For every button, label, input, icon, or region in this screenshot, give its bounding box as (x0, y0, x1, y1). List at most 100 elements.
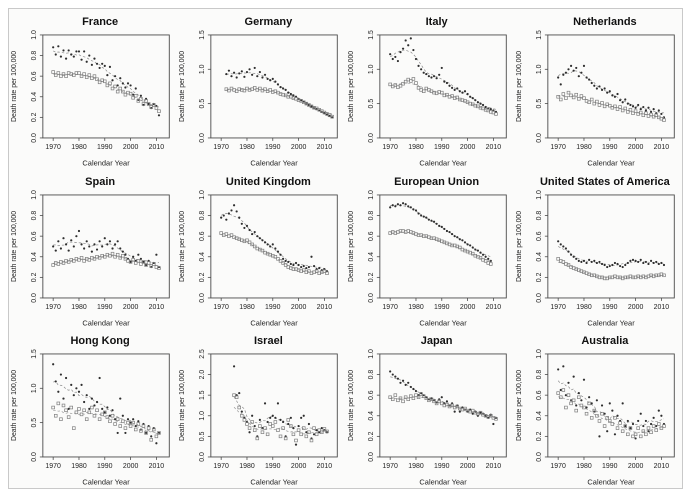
data-point-filled (111, 79, 114, 82)
data-point-filled (315, 429, 318, 432)
data-point-open-square (393, 393, 397, 398)
data-point-filled (468, 95, 471, 98)
data-point-filled (634, 437, 637, 440)
data-point-open-square (219, 230, 224, 235)
data-point-open-square (115, 417, 120, 422)
data-point-filled (556, 76, 560, 79)
data-point-open-square (576, 97, 581, 101)
y-tick-label: 0.8 (199, 210, 206, 220)
y-tick-label: 1.5 (199, 391, 206, 401)
data-point-filled (471, 97, 474, 100)
data-point-filled (284, 259, 288, 262)
data-point-filled (592, 259, 596, 262)
data-point-open-square (100, 412, 104, 417)
data-point-open-square (79, 255, 84, 260)
data-point-filled (393, 204, 396, 208)
data-point-open-square (235, 395, 239, 400)
data-point-open-square (643, 111, 648, 115)
trend-line-open-square-points (53, 73, 160, 108)
data-point-open-square (398, 396, 402, 401)
panel-united-states: United States of America 1970 1980 1990 200… (514, 169, 682, 329)
data-point-open-square (87, 73, 92, 77)
trend-line-open-square-points (389, 82, 496, 113)
data-point-open-square (103, 410, 107, 415)
x-tick-label: 1970 (214, 463, 230, 470)
trend-line-open-square-points (226, 88, 333, 115)
data-point-open-square (649, 430, 653, 435)
data-point-filled (279, 86, 282, 89)
data-point-filled (484, 255, 487, 258)
data-point-filled (641, 425, 645, 428)
data-point-open-square (105, 83, 110, 88)
trend-line-filled-points (53, 50, 160, 108)
data-point-filled (652, 108, 655, 111)
data-point-open-square (82, 72, 86, 76)
data-point-filled (93, 242, 96, 246)
data-point-filled (647, 106, 650, 109)
data-point-open-square (398, 84, 402, 88)
data-point-filled (600, 404, 603, 407)
data-point-filled (230, 208, 233, 212)
data-point-open-square (309, 439, 314, 443)
data-point-filled (132, 255, 135, 258)
data-point-filled (585, 76, 588, 79)
filled-points (556, 64, 665, 119)
data-point-filled (657, 109, 660, 112)
data-point-open-square (157, 266, 161, 270)
data-point-open-square (118, 255, 123, 260)
data-point-filled (126, 82, 130, 85)
data-point-open-square (121, 89, 125, 94)
data-point-open-square (628, 108, 632, 112)
y-tick-label: 0.6 (199, 231, 206, 241)
data-point-open-square (141, 259, 146, 264)
open-square-points (219, 230, 329, 275)
data-point-filled (121, 82, 124, 85)
y-tick-label: 1.0 (536, 349, 543, 359)
trend-line-filled-points (221, 212, 328, 270)
data-point-filled (422, 394, 425, 397)
data-point-filled (401, 201, 404, 204)
data-point-filled (595, 261, 598, 264)
data-point-open-square (51, 262, 55, 267)
netherlands-plot: 1970 1980 1990 2000 2010 0.0 0.5 1.0 1.5 Calendar… (516, 30, 675, 168)
data-point-filled (422, 71, 425, 74)
data-point-filled (401, 379, 404, 383)
y-tick-label: 0.2 (199, 272, 206, 282)
data-point-open-square (654, 428, 658, 433)
data-point-filled (631, 258, 634, 261)
data-point-filled (137, 420, 140, 423)
data-point-filled (621, 402, 624, 405)
x-tick-label: 2000 (459, 304, 475, 311)
data-point-filled (305, 266, 308, 269)
data-point-filled (453, 234, 456, 237)
data-point-open-square (95, 408, 99, 413)
data-point-filled (592, 410, 596, 414)
data-point-open-square (488, 414, 493, 418)
data-point-filled (67, 249, 70, 252)
data-point-filled (644, 260, 647, 263)
trend-line-open-square-points (53, 410, 159, 434)
y-tick-label: 1.5 (31, 349, 38, 359)
data-point-filled (468, 243, 471, 247)
panel-title-australia: Australia (581, 335, 629, 348)
data-point-filled (440, 225, 443, 228)
data-point-open-square (579, 404, 583, 408)
australia-plot: 1970 1980 1990 2000 2010 0.0 0.2 0.4 0.6 0.8 1.0 Ca… (516, 349, 675, 487)
data-point-open-square (641, 429, 645, 434)
data-point-open-square (224, 232, 229, 236)
data-point-filled (409, 386, 412, 389)
data-point-open-square (478, 411, 482, 415)
data-point-filled (150, 265, 153, 268)
data-point-filled (595, 399, 598, 402)
y-tick-label: 0.0 (367, 293, 374, 303)
plot-box (547, 353, 675, 458)
panel-title-japan: Japan (420, 335, 453, 348)
data-point-filled (139, 257, 142, 260)
data-point-open-square (136, 99, 141, 103)
data-point-filled (580, 399, 583, 402)
data-point-filled (654, 425, 658, 428)
data-point-filled (220, 216, 223, 219)
data-point-filled (106, 242, 109, 246)
data-point-filled (564, 394, 567, 397)
panel-title-israel: Israel (254, 335, 283, 348)
